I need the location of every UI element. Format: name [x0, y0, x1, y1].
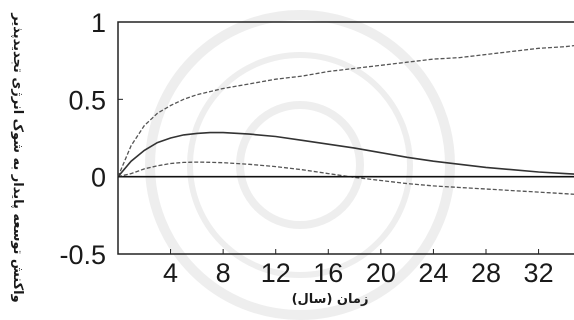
x-tick-label: 4 [163, 258, 178, 288]
y-tick-label: -0.5 [59, 240, 106, 270]
series-line-2 [117, 131, 574, 178]
series-line-3 [117, 161, 574, 195]
series-line-1 [117, 45, 574, 177]
x-tick-label: 24 [418, 258, 448, 288]
x-tick-label: 12 [261, 258, 291, 288]
y-tick-label: 0.5 [68, 85, 106, 115]
x-tick-label: 8 [216, 258, 231, 288]
watermark [145, 10, 455, 320]
series-layer [117, 45, 574, 195]
x-tick-layer: 4 8 12 16 20 24 28 32 [163, 249, 554, 288]
x-axis-label: زمان (سال) [292, 292, 369, 307]
x-tick-label: 28 [471, 258, 501, 288]
y-tick-layer: -0.5 0 0.5 1 [59, 8, 123, 270]
x-tick-label: 32 [524, 258, 554, 288]
y-axis-label: واکنش توسعه پایدار به شوک انرژی تجدیدپذی… [10, 12, 25, 302]
y-tick-label: 1 [91, 8, 106, 38]
y-tick-label: 0 [91, 163, 106, 193]
x-tick-label: 16 [313, 258, 343, 288]
x-tick-label: 20 [366, 258, 396, 288]
plot-frame [117, 21, 574, 255]
